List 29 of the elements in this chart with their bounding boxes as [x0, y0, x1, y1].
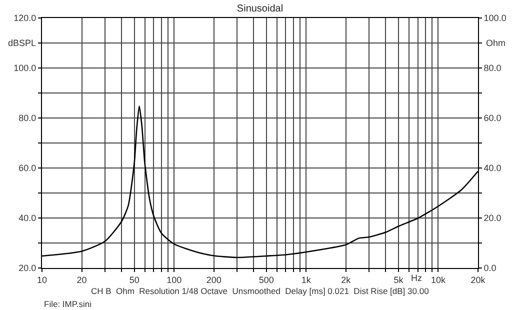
- y-tick-label: 100.0: [14, 63, 36, 74]
- x-tick-label: 100: [166, 274, 182, 285]
- x-tick-label: 200: [206, 274, 222, 285]
- y2-tick-label: 40.0: [484, 163, 502, 174]
- text: File: IMP.sini: [44, 299, 92, 309]
- y2-tick-label: 20.0: [484, 213, 502, 224]
- y-tick-label: 40.0: [18, 213, 36, 224]
- y2-tick-label: 100.0: [484, 13, 506, 24]
- text: CH B Ohm Resolution 1/48 Octave Unsmoothed Delay [ms] 0.021 Dist Rise [dB] 30.00: [91, 286, 430, 296]
- x-tick-label: 5k: [394, 274, 404, 285]
- x-tick-label: 10: [36, 274, 48, 285]
- y-tick-label: 20.0: [18, 263, 36, 274]
- y-tick-label: 80.0: [18, 113, 36, 124]
- y2-axis-title: Ohm: [486, 38, 506, 48]
- x-tick-label: 20: [76, 274, 87, 285]
- x-tick-label: 50: [129, 274, 140, 285]
- y2-tick-label: 0.0: [484, 263, 496, 274]
- y-axis-title: dBSPL: [8, 38, 36, 48]
- y2-tick-label: 80.0: [484, 63, 502, 74]
- x-tick-label: 2k: [341, 274, 352, 285]
- x-tick-label: 500: [258, 274, 274, 285]
- chart-title: Sinusoidal: [236, 4, 284, 15]
- x-tick-label: 1k: [301, 274, 312, 285]
- y-tick-label: 60.0: [18, 163, 36, 174]
- x-axis-title: Hz: [411, 273, 422, 283]
- y-tick-label: 120.0: [14, 13, 36, 24]
- y2-tick-label: 60.0: [484, 113, 502, 124]
- x-tick-label: 10k: [430, 274, 446, 285]
- x-tick-label: 20k: [470, 274, 486, 285]
